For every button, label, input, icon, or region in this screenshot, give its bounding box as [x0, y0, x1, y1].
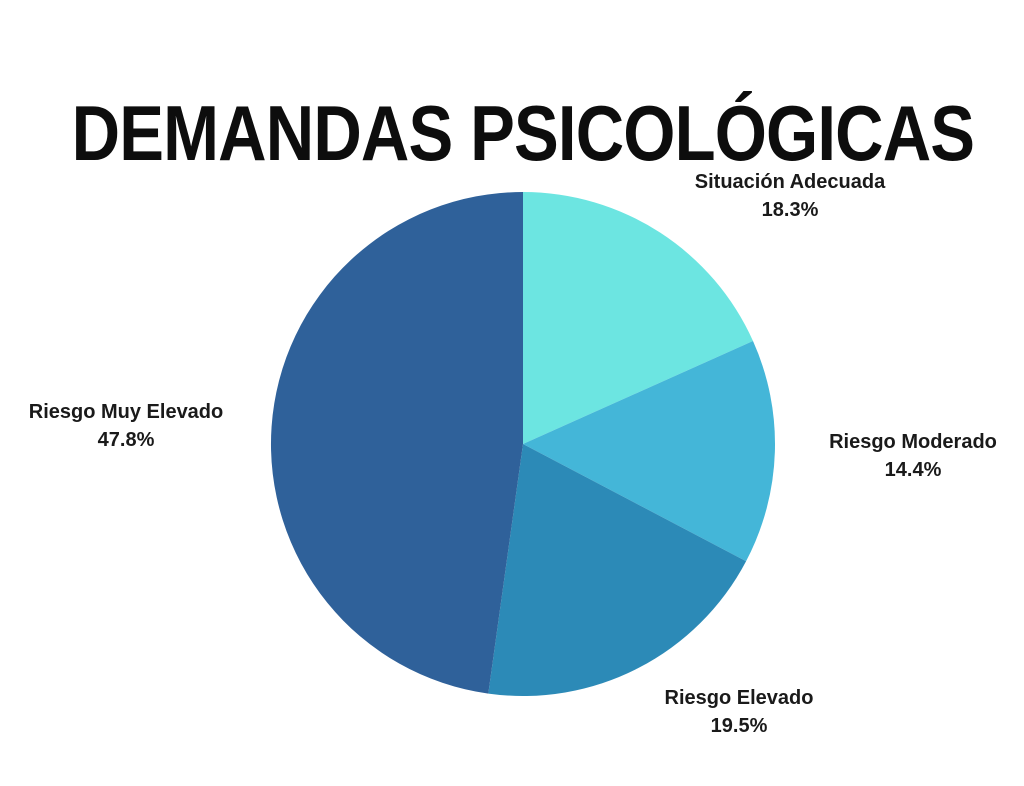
- pie-slice-2: [488, 444, 747, 697]
- pie-chart-container: [267, 188, 779, 700]
- slice-label-riesgo-elevado: Riesgo Elevado 19.5%: [614, 684, 864, 740]
- slice-label-text: Situación Adecuada: [694, 171, 886, 193]
- pie-chart: [270, 192, 776, 697]
- chart-title: DEMANDAS PSICOLÓGICAS: [71, 89, 975, 178]
- slice-label-text: Riesgo Elevado: [664, 687, 814, 709]
- slice-label-text: Riesgo Moderado: [829, 431, 997, 453]
- pie-slice-0: [523, 192, 753, 444]
- slice-label-riesgo-muy-elevado: Riesgo Muy Elevado 47.8%: [1, 398, 251, 454]
- slice-label-text: Riesgo Muy Elevado: [28, 401, 224, 423]
- slice-label-riesgo-moderado: Riesgo Moderado 14.4%: [788, 428, 1024, 484]
- slice-label-pct: 19.5%: [710, 715, 768, 737]
- slice-label-pct: 14.4%: [884, 459, 942, 481]
- slice-label-situacion-adecuada: Situación Adecuada 18.3%: [640, 168, 940, 224]
- slice-label-pct: 47.8%: [97, 429, 155, 451]
- pie-slice-1: [523, 341, 776, 562]
- slice-label-pct: 18.3%: [761, 199, 819, 221]
- pie-slice-3: [270, 192, 523, 694]
